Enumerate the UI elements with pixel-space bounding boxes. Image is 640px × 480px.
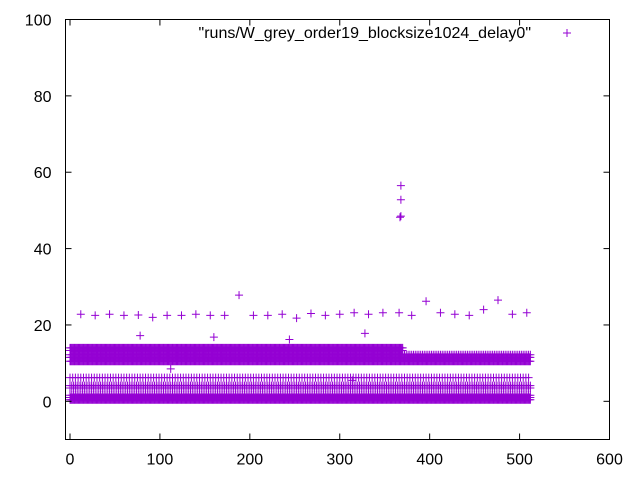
plot-marks bbox=[65, 181, 535, 404]
y-tick-label: 80 bbox=[34, 89, 52, 106]
data-point bbox=[91, 311, 100, 320]
data-point bbox=[335, 310, 344, 319]
data-point bbox=[136, 331, 145, 340]
data-point bbox=[465, 311, 474, 320]
data-point bbox=[436, 308, 445, 317]
data-point bbox=[105, 310, 114, 319]
data-point bbox=[450, 310, 459, 319]
legend-label: "runs/W_grey_order19_blocksize1024_delay… bbox=[199, 25, 531, 42]
y-tick-label: 0 bbox=[43, 394, 52, 411]
data-point bbox=[249, 311, 258, 320]
data-point bbox=[364, 310, 373, 319]
data-point bbox=[407, 311, 416, 320]
y-tick-label: 20 bbox=[34, 318, 52, 335]
data-point bbox=[278, 310, 287, 319]
data-point bbox=[285, 335, 294, 344]
data-point bbox=[76, 310, 85, 319]
y-tick-label: 60 bbox=[34, 165, 52, 182]
legend: "runs/W_grey_order19_blocksize1024_delay… bbox=[199, 25, 571, 42]
y-tick-label: 40 bbox=[34, 242, 52, 259]
data-point bbox=[395, 213, 404, 222]
data-point bbox=[396, 195, 405, 204]
x-tick-label: 400 bbox=[416, 452, 443, 469]
legend-marker bbox=[563, 29, 571, 37]
data-point bbox=[166, 364, 175, 373]
data-point bbox=[378, 308, 387, 317]
x-tick-label: 300 bbox=[326, 452, 353, 469]
x-tick-label: 500 bbox=[506, 452, 533, 469]
data-point bbox=[350, 308, 359, 317]
x-tick-label: 200 bbox=[236, 452, 263, 469]
data-point bbox=[526, 381, 535, 390]
data-point bbox=[360, 329, 369, 338]
data-point bbox=[148, 313, 157, 322]
x-tick-label: 0 bbox=[66, 452, 75, 469]
data-point bbox=[220, 311, 229, 320]
data-point bbox=[235, 291, 244, 300]
y-tick-label: 100 bbox=[25, 13, 52, 30]
x-tick-label: 600 bbox=[596, 452, 623, 469]
data-point bbox=[508, 310, 517, 319]
data-point bbox=[306, 309, 315, 318]
data-point bbox=[395, 308, 404, 317]
data-point bbox=[494, 296, 503, 305]
data-point bbox=[321, 311, 330, 320]
data-point bbox=[526, 391, 535, 400]
data-point bbox=[119, 311, 128, 320]
data-point bbox=[522, 308, 531, 317]
data-point bbox=[479, 305, 488, 314]
data-point bbox=[292, 314, 301, 323]
x-tick-label: 100 bbox=[147, 452, 174, 469]
data-point bbox=[191, 310, 200, 319]
data-point bbox=[177, 311, 186, 320]
legend-marker-symbol bbox=[563, 29, 571, 37]
data-point bbox=[422, 297, 431, 306]
data-point bbox=[396, 212, 405, 221]
data-point bbox=[206, 311, 215, 320]
data-point bbox=[263, 311, 272, 320]
data-point bbox=[209, 333, 218, 342]
data-point bbox=[163, 311, 172, 320]
data-point bbox=[134, 311, 143, 320]
data-point bbox=[396, 181, 405, 190]
